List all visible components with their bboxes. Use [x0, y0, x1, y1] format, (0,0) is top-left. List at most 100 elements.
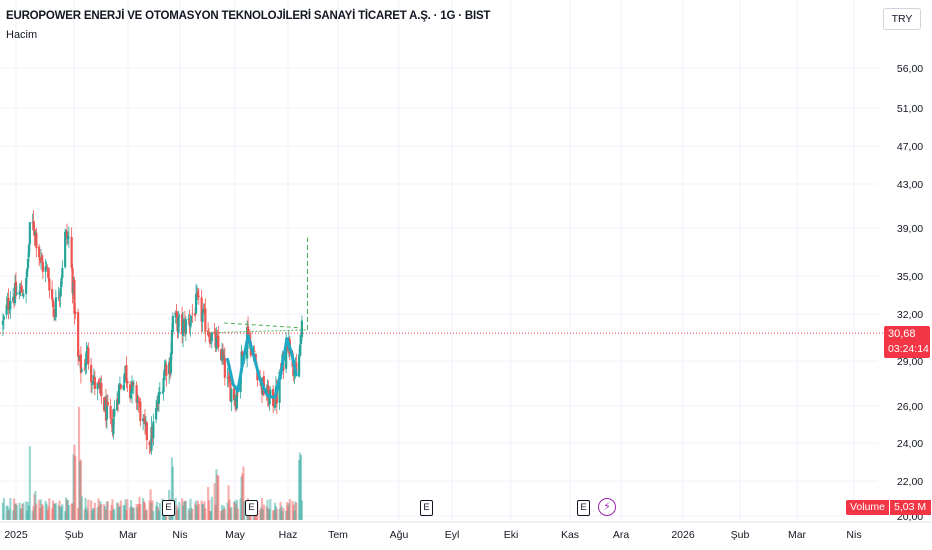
volume-bar [220, 511, 223, 520]
candle-body [215, 337, 218, 350]
volume-indicator-label[interactable]: Hacim [6, 29, 38, 41]
candle-body [130, 381, 134, 394]
volume-bar [34, 491, 37, 520]
x-tick-label: Nis [172, 529, 187, 541]
volume-bar [65, 499, 69, 520]
candle-body [83, 367, 86, 369]
volume-bar [295, 502, 298, 520]
currency-button[interactable]: TRY [883, 8, 921, 30]
earnings-marker[interactable]: E [420, 500, 433, 516]
volume-bar [77, 507, 80, 520]
volume-bar [117, 507, 121, 520]
volume-bar [174, 497, 177, 520]
candle-body [228, 375, 231, 383]
volume-bar [213, 483, 216, 520]
candle-body [90, 384, 94, 385]
volume-tag-value: 5,03 M [890, 500, 932, 515]
volume-bar [281, 511, 284, 520]
x-tick-label: Tem [328, 529, 348, 541]
volume-bar [47, 506, 50, 520]
volume-bar [109, 510, 112, 520]
candle-body [51, 299, 55, 308]
volume-bar [293, 511, 296, 520]
volume-bar [22, 502, 25, 520]
volume-bar [126, 498, 129, 520]
volume-bar [194, 500, 198, 520]
candle-body [1, 320, 5, 326]
volume-bar [216, 474, 219, 520]
candle-body [93, 377, 96, 389]
volume-bar [131, 507, 135, 520]
volume-bar [41, 505, 44, 520]
neckline-dashed [223, 322, 303, 329]
volume-bar [266, 499, 269, 520]
candle-body [80, 369, 83, 372]
volume-bar [40, 503, 44, 520]
volume-bar [152, 511, 155, 520]
candle-body [194, 313, 197, 316]
volume-bar [58, 500, 61, 520]
volume-bar [90, 500, 93, 520]
earnings-marker[interactable]: E [162, 500, 175, 516]
volume-bar [210, 496, 213, 520]
candle-body [273, 405, 277, 408]
candle-body [253, 351, 256, 353]
candle-body [25, 268, 29, 278]
candle-body [91, 381, 95, 384]
candle-body [38, 257, 42, 260]
price-axis[interactable]: 56,00 51,00 47,00 43,00 39,00 35,00 32,00 29,00… [897, 63, 923, 523]
volume-bar [239, 498, 242, 520]
candle-body [118, 383, 122, 385]
candle-body [129, 391, 133, 399]
volume-bar [195, 505, 199, 520]
volume-bar [170, 457, 174, 520]
time-axis[interactable]: 2025 Şub Mar Nis May Haz Tem Ağu Eyl Eki Kas Ara 202… [4, 529, 861, 541]
volume-bar [61, 504, 64, 520]
volume-bar [14, 503, 18, 520]
candle-body [22, 293, 25, 297]
x-tick-label: May [225, 529, 246, 541]
volume-bar [261, 509, 265, 520]
candle-body [47, 269, 50, 279]
volume-bar [182, 501, 186, 520]
candle-body [96, 382, 99, 390]
volume-bar [285, 510, 288, 520]
volume-bar [132, 508, 135, 520]
earnings-marker[interactable]: E [577, 500, 590, 516]
volume-bar [142, 500, 146, 520]
candle-body [59, 288, 62, 297]
volume-bar [267, 508, 270, 520]
volume-bar [236, 508, 239, 520]
x-tick-label: Şub [731, 529, 750, 541]
volume-bar [280, 506, 283, 520]
volume-bar [122, 505, 125, 520]
volume-bar [125, 510, 128, 520]
candle-body [178, 315, 181, 317]
earnings-marker[interactable]: E [245, 500, 258, 516]
volume-bar [273, 502, 277, 520]
volume-bar [8, 508, 11, 520]
candle-body [125, 365, 128, 381]
volume-bar [272, 510, 276, 520]
candle-body [210, 332, 213, 342]
volume-bar [183, 500, 187, 520]
volume-bar [72, 454, 75, 520]
x-tick-label: Ara [613, 529, 630, 541]
volume-bar [51, 500, 55, 520]
candle-body [35, 232, 38, 249]
lightning-icon[interactable]: ⚡ [598, 498, 616, 516]
candle-body [299, 336, 303, 345]
candle-body [155, 408, 158, 420]
volume-bar [124, 499, 127, 520]
volume-bar [204, 508, 207, 520]
volume-bar [285, 502, 289, 520]
volume-bar [33, 494, 36, 520]
volume-bar [60, 506, 63, 520]
volume-bar [279, 501, 282, 520]
candle-body [67, 236, 70, 238]
volume-bar [28, 446, 31, 520]
candle-body [87, 347, 90, 365]
volume-bar [259, 509, 262, 520]
candle-body [298, 344, 302, 356]
